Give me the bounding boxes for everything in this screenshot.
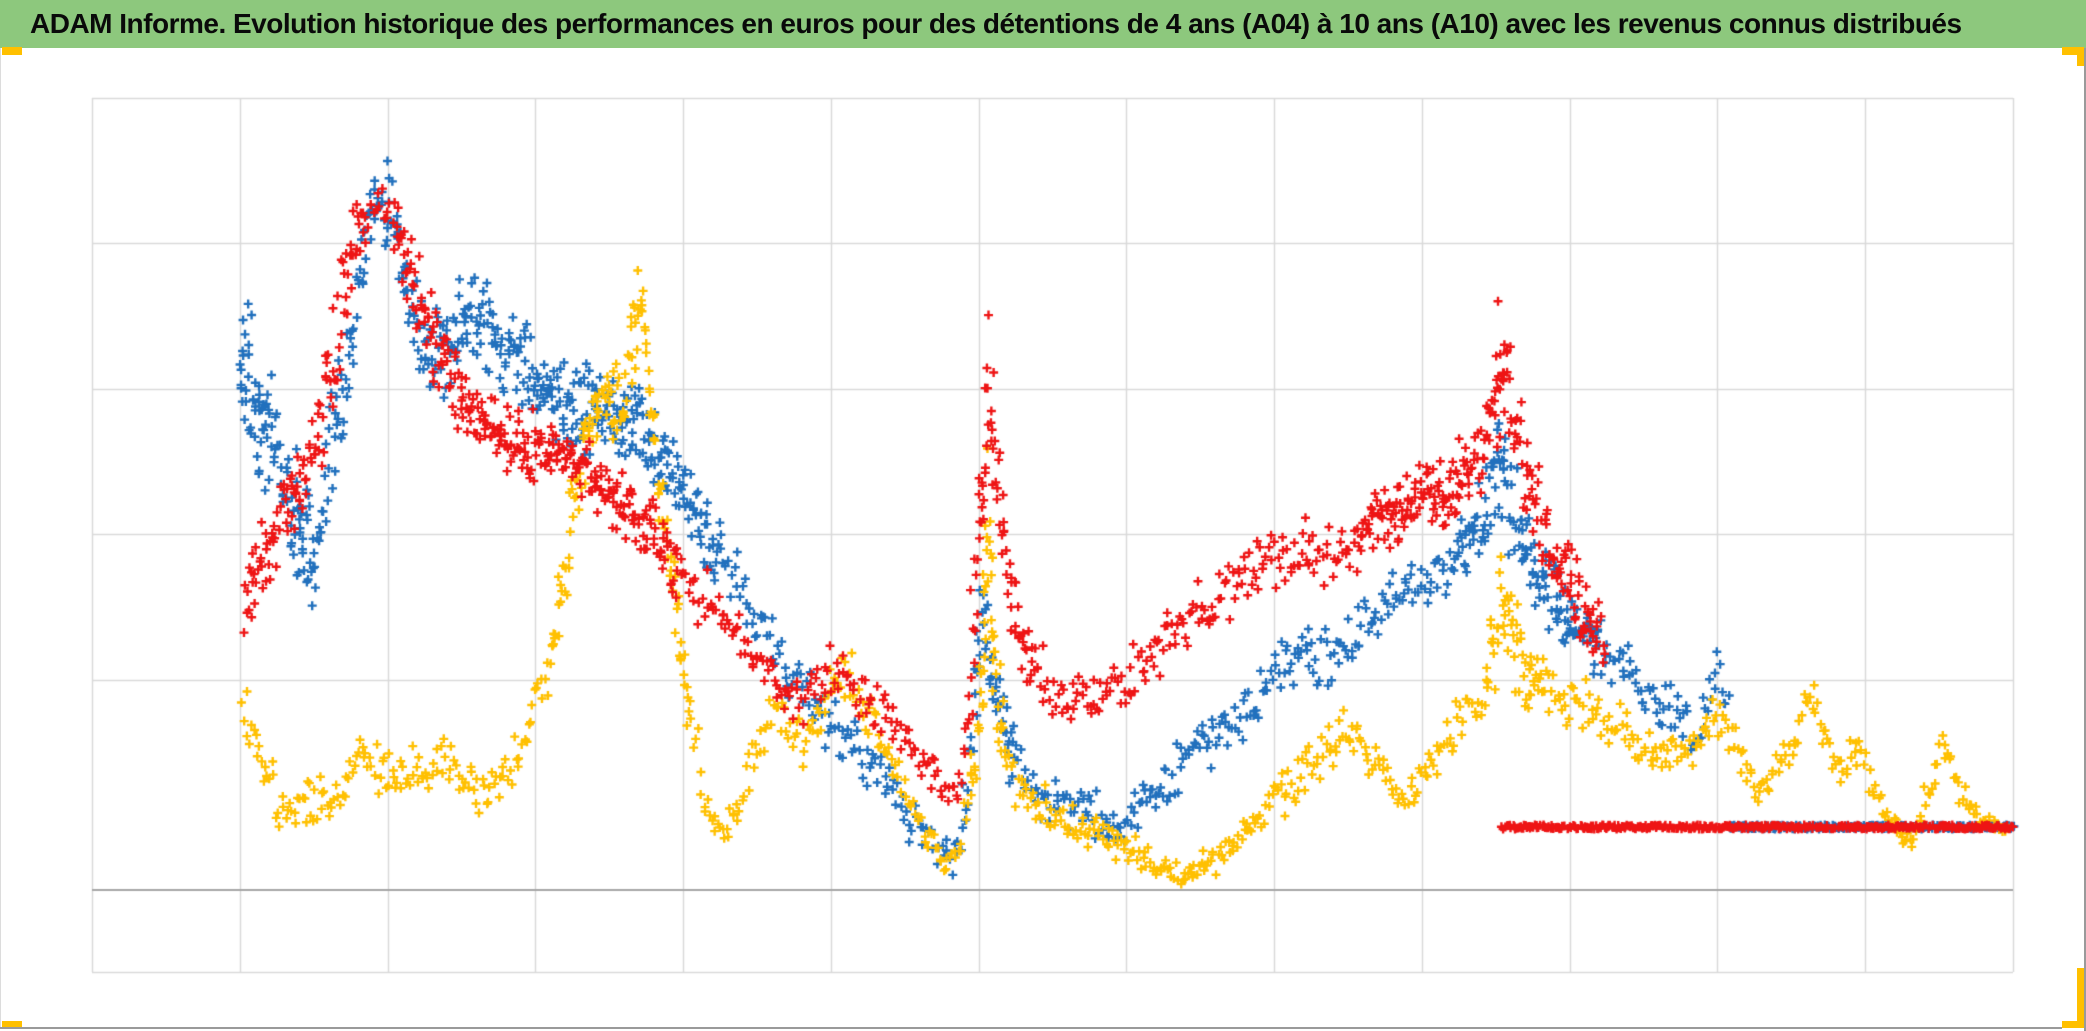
corner-accent-bottom-right-vertical [2077,968,2084,1028]
title-bar: ADAM Informe. Evolution historique des p… [0,0,2086,48]
corner-accent-bottom-left [2,1021,22,1029]
bottom-edge-line [0,1027,2062,1029]
left-edge-line [0,48,1,1027]
right-edge-line [2084,48,2086,1031]
corner-accent-top-right-vertical [2077,47,2084,66]
corner-accent-top-right-horizontal [2062,47,2084,55]
page-title: ADAM Informe. Evolution historique des p… [30,8,1962,39]
corner-accent-top-left [2,47,22,55]
corner-accent-bottom-right-horizontal [2062,1021,2084,1028]
